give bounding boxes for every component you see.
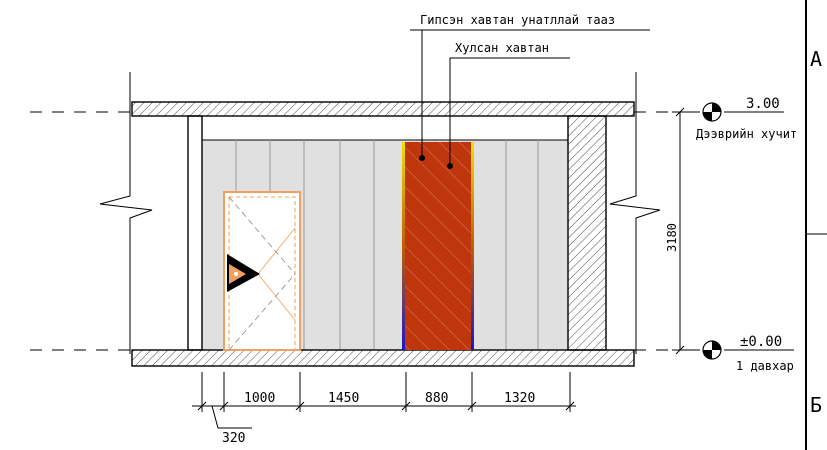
dimension-segment-4: 1320 [504,391,535,406]
level-upper-name: Дээврийн хучит [696,127,797,141]
level-lower-value: ±0.00 [740,334,782,350]
bamboo-panel-label: Хулсан хавтан [455,41,549,55]
dimension-segment-2: 1450 [328,391,359,406]
height-dimension [672,107,700,355]
dimension-offset: 320 [222,431,245,446]
bottom-slab [131,349,635,367]
level-upper-value: 3.00 [746,96,780,112]
door [223,191,301,351]
leader-lines [410,29,650,169]
ceiling-band [201,115,569,141]
grid-letter-b: Б [810,393,822,417]
left-column [187,115,203,351]
accent-edge-right [471,142,474,350]
title-frame: А Б [805,0,827,450]
level-marker-upper [702,102,784,122]
ceiling-board-label: Гипсэн хавтан унатллай тааз [420,13,615,27]
grid-letter-a: А [810,47,822,71]
height-dimension-value: 3180 [665,223,679,252]
dimension-segment-1: 1000 [244,391,275,406]
break-lines [99,72,661,354]
level-lower-name: 1 давхар [736,359,794,373]
level-marker-lower [702,340,794,360]
top-slab [131,101,635,117]
bottom-dimension-chain [192,372,576,429]
dimension-segment-3: 880 [425,391,448,406]
accent-edge-left [402,142,405,350]
right-column [567,115,607,351]
accent-panel-texture [404,142,472,350]
